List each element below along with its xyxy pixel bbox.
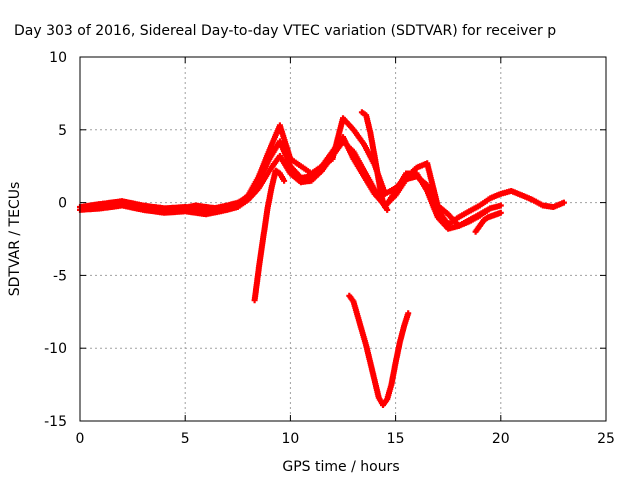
- y-tick-label: -15: [44, 414, 67, 430]
- y-tick-labels: -15 -10 -5 0 5 10: [44, 50, 67, 430]
- y-tick-label: 0: [58, 196, 67, 212]
- series-track-c: [87, 115, 494, 229]
- x-tick-label: 25: [597, 431, 615, 447]
- series-markers: [358, 109, 391, 213]
- series-markers: [346, 292, 412, 408]
- x-tick-label: 0: [76, 431, 85, 447]
- data-points: [77, 109, 567, 408]
- axis-ticks: [79, 56, 607, 422]
- x-tick-label: 5: [181, 431, 190, 447]
- chart-title: Day 303 of 2016, Sidereal Day-to-day VTE…: [14, 23, 556, 39]
- x-tick-label: 15: [387, 431, 405, 447]
- y-tick-label: -5: [53, 268, 67, 284]
- y-tick-label: 10: [49, 50, 67, 66]
- y-tick-label: 5: [58, 123, 67, 139]
- y-tick-label: -10: [44, 341, 67, 357]
- x-tick-label: 10: [281, 431, 299, 447]
- series-markers: [472, 209, 504, 235]
- y-axis-label: SDTVAR / TECUs: [7, 182, 23, 297]
- series-markers: [251, 167, 288, 304]
- series-track-g: [472, 209, 504, 235]
- plot-frame: [79, 56, 607, 422]
- x-tick-label: 20: [492, 431, 510, 447]
- series-track-d: [251, 167, 288, 304]
- series-track-f: [358, 109, 391, 213]
- series-track-e: [346, 292, 412, 408]
- x-axis-label: GPS time / hours: [282, 459, 399, 475]
- x-tick-labels: 0 5 10 15 20 25: [76, 431, 615, 447]
- grid: [80, 57, 606, 421]
- series-markers: [87, 115, 494, 229]
